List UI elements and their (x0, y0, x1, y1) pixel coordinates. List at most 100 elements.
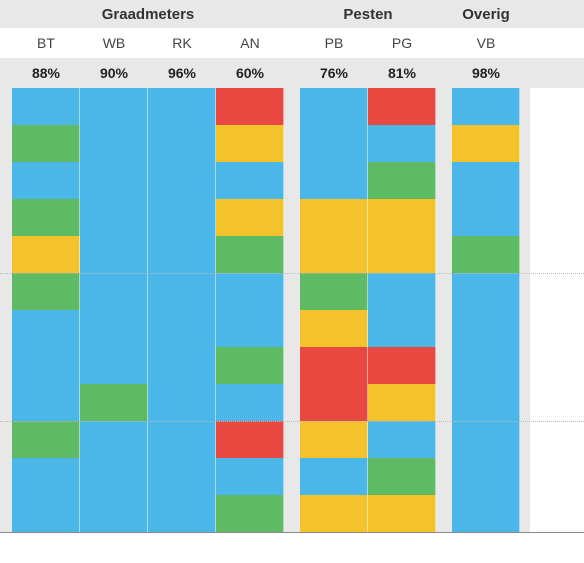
spacer (284, 384, 300, 421)
spacer (520, 88, 530, 125)
header-percent-row: 88%90%96%60%76%81%98% (0, 58, 584, 88)
spacer (520, 495, 530, 532)
heatmap-cell (12, 162, 80, 199)
spacer (284, 0, 300, 28)
column-label: WB (80, 35, 148, 51)
spacer (0, 162, 12, 199)
heatmap-cell (12, 273, 80, 310)
heatmap-row (0, 125, 584, 162)
heatmap-cell (216, 273, 284, 310)
heatmap-cell (80, 162, 148, 199)
heatmap-cell (300, 88, 368, 125)
heatmap-cell (80, 236, 148, 273)
group-label: Pesten (300, 6, 436, 23)
heatmap-table: GraadmetersPestenOverig BTWBRKANPBPGVB 8… (0, 0, 584, 563)
heatmap-cell (148, 347, 216, 384)
spacer (284, 310, 300, 347)
spacer (436, 236, 452, 273)
heatmap-cell (80, 273, 148, 310)
heatmap-row (0, 495, 584, 532)
column-label: PG (368, 35, 436, 51)
column-label: VB (452, 35, 520, 51)
spacer (0, 28, 12, 58)
heatmap-cell (368, 310, 436, 347)
heatmap-cell (216, 384, 284, 421)
heatmap-cell (80, 495, 148, 532)
heatmap-cell (148, 458, 216, 495)
heatmap-cell (368, 384, 436, 421)
spacer (436, 199, 452, 236)
spacer (284, 28, 300, 58)
heatmap-cell (216, 199, 284, 236)
spacer (436, 0, 452, 28)
heatmap-cell (452, 273, 520, 310)
spacer (436, 384, 452, 421)
spacer (520, 273, 530, 310)
heatmap-cell (300, 125, 368, 162)
percent-label: 88% (12, 65, 80, 81)
heatmap-cell (80, 310, 148, 347)
spacer (520, 458, 530, 495)
column-label: RK (148, 35, 216, 51)
spacer (0, 58, 12, 88)
percent-label: 96% (148, 65, 216, 81)
heatmap-cell (300, 347, 368, 384)
heatmap-cell (80, 125, 148, 162)
heatmap-cell (148, 495, 216, 532)
spacer (436, 162, 452, 199)
heatmap-cell (12, 88, 80, 125)
heatmap-cell (148, 125, 216, 162)
group-label: Overig (452, 6, 520, 23)
heatmap-row (0, 421, 584, 458)
spacer (520, 125, 530, 162)
heatmap-row (0, 310, 584, 347)
heatmap-cell (452, 310, 520, 347)
spacer (284, 162, 300, 199)
heatmap-cell (300, 458, 368, 495)
heatmap-cell (148, 421, 216, 458)
spacer (0, 88, 12, 125)
spacer (284, 273, 300, 310)
spacer (0, 199, 12, 236)
heatmap-cell (148, 273, 216, 310)
header-groups-row: Graadmeters Pesten Overig (0, 0, 584, 28)
spacer (436, 495, 452, 532)
heatmap-cell (216, 88, 284, 125)
heatmap-cell (216, 458, 284, 495)
spacer (520, 28, 530, 58)
spacer (0, 236, 12, 273)
heatmap-cell (216, 236, 284, 273)
heatmap-cell (216, 495, 284, 532)
spacer (520, 58, 530, 88)
group-label: Graadmeters (12, 6, 284, 23)
heatmap-cell (300, 273, 368, 310)
heatmap-cell (452, 88, 520, 125)
spacer (284, 236, 300, 273)
spacer (0, 495, 12, 532)
heatmap-cell (368, 495, 436, 532)
heatmap-cell (300, 199, 368, 236)
heatmap-cell (80, 384, 148, 421)
heatmap-cell (148, 236, 216, 273)
heatmap-cell (80, 347, 148, 384)
percent-label: 81% (368, 65, 436, 81)
heatmap-cell (216, 162, 284, 199)
spacer (436, 273, 452, 310)
heatmap-cell (368, 458, 436, 495)
heatmap-row (0, 88, 584, 125)
spacer (284, 58, 300, 88)
heatmap-cell (368, 347, 436, 384)
spacer (0, 310, 12, 347)
bottom-border (0, 532, 584, 533)
heatmap-cell (216, 421, 284, 458)
heatmap-cell (12, 347, 80, 384)
heatmap-row (0, 384, 584, 421)
spacer (0, 421, 12, 458)
spacer (0, 0, 12, 28)
spacer (520, 236, 530, 273)
heatmap-cell (368, 421, 436, 458)
spacer (284, 347, 300, 384)
spacer (520, 0, 530, 28)
heatmap-cell (368, 88, 436, 125)
heatmap-cell (148, 88, 216, 125)
